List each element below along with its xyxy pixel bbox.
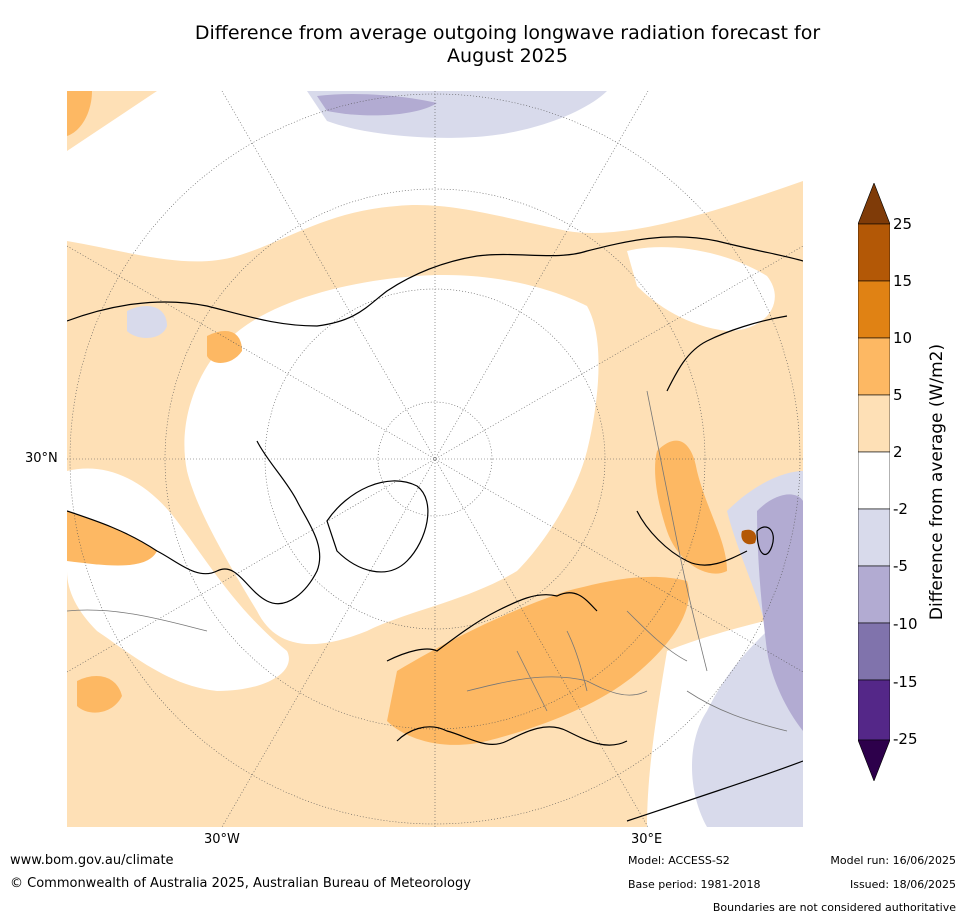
title-line-1: Difference from average outgoing longwav… [194,22,821,44]
latitude-label: 30°N [25,451,58,466]
polar-map [67,91,803,827]
colorbar-band-15-25 [858,223,890,282]
colorbar-band-m25-m15 [858,679,890,741]
issued-text: Issued: 18/06/2025 [849,878,956,891]
anomaly-m10-m5-north [317,93,437,116]
model-text: Model: ACCESS-S2 [628,854,730,867]
colorbar-label: Difference from average (W/m2) [927,343,947,621]
anomaly-15-25-spot [741,529,757,545]
colorbar-band-m10-m5 [858,565,890,624]
colorbar-tick: -10 [893,615,918,633]
colorbar-band-m15-m10 [858,622,890,681]
anomaly-5-10-europe [387,576,689,745]
near-average-pacific [627,247,775,331]
colorbar-tick: -15 [893,673,918,691]
anomaly-5-10-pacific-patch [77,676,122,713]
website-link[interactable]: www.bom.gov.au/climate [10,853,174,868]
anomaly-m5-m2-atlantic [127,306,167,338]
model-run-text: Model run: 16/06/2025 [830,854,956,867]
colorbar-band-10-15 [858,280,890,339]
colorbar-tick: 5 [893,386,903,404]
title-line-2: August 2025 [447,45,568,67]
colorbar [858,183,890,781]
colorbar-tick: 2 [893,443,903,461]
colorbar-tick: -25 [893,730,918,748]
country-boundaries [67,390,788,732]
map-svg [67,91,803,827]
copyright-text: © Commonwealth of Australia 2025, Austra… [10,876,471,891]
anomaly-m10-m5-japan [757,494,803,731]
colorbar-band-5-10 [858,337,890,396]
anomaly-5-10-siberia [655,440,727,574]
anomaly-5-10-greenland [207,331,242,363]
colorbar-extend-low [858,739,890,781]
colorbar-extend-high [858,183,890,225]
near-average-arctic [184,275,599,645]
graticule [67,91,803,827]
anomaly-5-10-top-left [67,91,92,136]
colorbar-band-2-5 [858,394,890,453]
colorbar-tick: -5 [893,557,908,575]
coastlines [67,236,803,822]
longitude-label-east: 30°E [631,832,663,847]
chart-title: Difference from average outgoing longwav… [0,22,965,68]
colorbar-tick: 15 [893,272,913,290]
near-average-north-america [67,468,289,691]
disclaimer-text: Boundaries are not considered authoritat… [712,901,956,914]
base-period-text: Base period: 1981-2018 [628,878,761,891]
colorbar-tick: 10 [893,329,913,347]
longitude-label-west: 30°W [204,832,240,847]
colorbar-tick: 25 [893,215,913,233]
near-average-north [67,91,803,262]
colorbar-band-m2-2 [858,451,890,510]
colorbar-band-m5-m2 [858,508,890,567]
colorbar-tick: -2 [893,500,908,518]
anomaly-5-10-west-america [67,511,157,566]
